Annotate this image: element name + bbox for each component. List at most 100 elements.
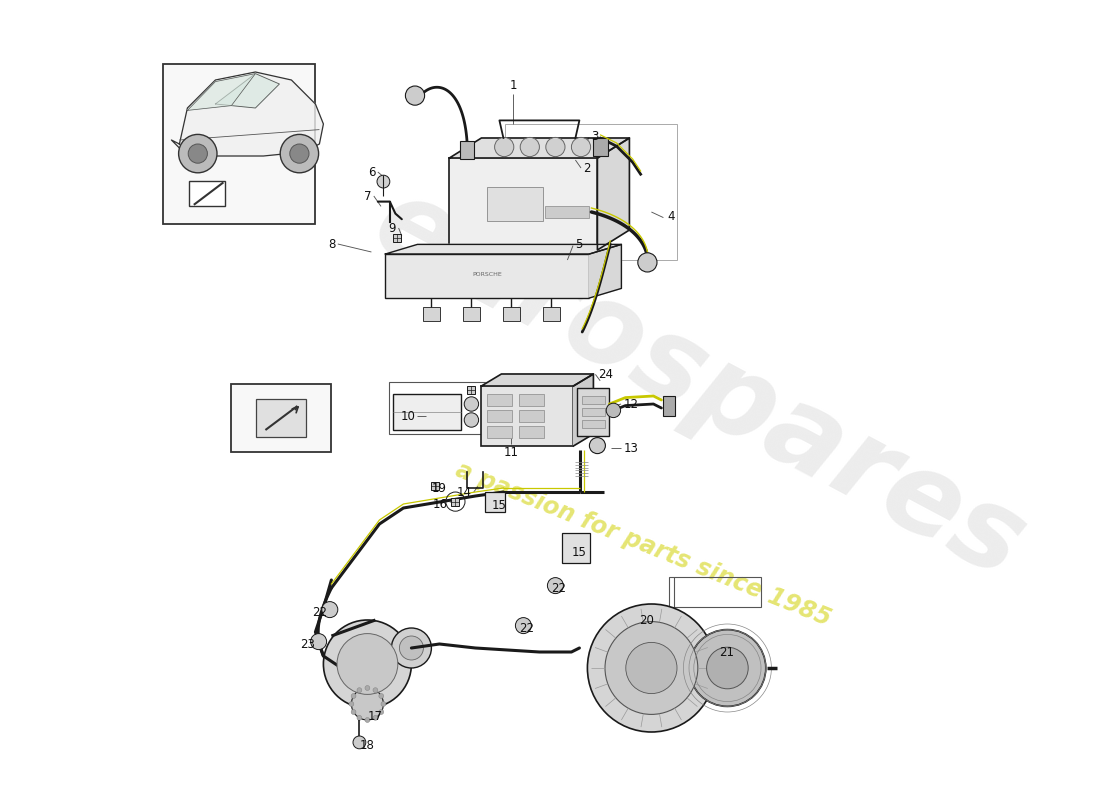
Bar	[393, 234, 402, 242]
Circle shape	[548, 578, 563, 594]
Text: 22: 22	[312, 606, 328, 618]
Polygon shape	[597, 138, 629, 250]
Circle shape	[323, 620, 411, 708]
Circle shape	[399, 636, 424, 660]
Bar	[451, 498, 460, 506]
Polygon shape	[172, 72, 323, 156]
Bar	[670, 577, 761, 607]
Bar	[663, 397, 675, 416]
Circle shape	[406, 86, 425, 105]
Bar	[505, 124, 678, 260]
Circle shape	[358, 715, 362, 720]
Circle shape	[373, 715, 377, 720]
Bar	[518, 410, 544, 422]
Text: eurospares: eurospares	[355, 166, 1043, 602]
Text: a passion for parts since 1985: a passion for parts since 1985	[452, 458, 835, 630]
Bar	[486, 426, 513, 438]
Text: 19: 19	[431, 482, 447, 494]
Circle shape	[351, 688, 384, 720]
Circle shape	[516, 618, 531, 634]
Text: 24: 24	[597, 368, 613, 381]
Bar	[482, 386, 573, 446]
Circle shape	[638, 253, 657, 272]
Circle shape	[378, 710, 384, 714]
Circle shape	[349, 702, 354, 706]
Polygon shape	[450, 138, 629, 158]
Circle shape	[464, 413, 478, 427]
Bar	[460, 141, 474, 158]
Circle shape	[310, 634, 327, 650]
Text: 10: 10	[400, 410, 416, 422]
Circle shape	[337, 634, 398, 694]
Text: 11: 11	[504, 446, 519, 458]
Text: 13: 13	[624, 442, 638, 454]
Bar	[189, 181, 226, 206]
Circle shape	[358, 688, 362, 693]
Text: 20: 20	[639, 614, 654, 626]
Bar	[450, 158, 597, 250]
Polygon shape	[187, 74, 255, 110]
Circle shape	[571, 138, 591, 157]
Text: 5: 5	[575, 238, 583, 250]
Bar	[487, 187, 543, 221]
Circle shape	[322, 602, 338, 618]
Bar	[385, 254, 590, 298]
Circle shape	[188, 144, 208, 163]
Bar	[562, 533, 591, 563]
Circle shape	[351, 710, 356, 714]
Bar	[518, 426, 544, 438]
Text: 17: 17	[367, 710, 383, 722]
Circle shape	[289, 144, 309, 163]
Circle shape	[464, 397, 478, 411]
Bar	[578, 388, 609, 436]
Text: 12: 12	[624, 398, 638, 410]
Circle shape	[587, 604, 715, 732]
Bar	[485, 493, 505, 513]
Bar	[164, 64, 316, 224]
Circle shape	[365, 718, 370, 722]
Bar	[468, 386, 475, 394]
Bar	[463, 306, 481, 321]
Text: 9: 9	[388, 222, 395, 234]
Text: 23: 23	[300, 638, 316, 650]
Circle shape	[606, 403, 620, 418]
Text: 2: 2	[583, 162, 591, 174]
Bar	[256, 399, 307, 437]
Polygon shape	[573, 374, 593, 446]
Bar	[582, 396, 605, 404]
Circle shape	[378, 694, 384, 698]
Polygon shape	[385, 245, 622, 254]
Text: 3: 3	[592, 130, 598, 142]
Circle shape	[351, 694, 356, 698]
Bar	[486, 394, 513, 406]
Bar	[389, 382, 514, 434]
Circle shape	[373, 688, 377, 693]
Text: 18: 18	[360, 739, 374, 752]
Text: PORSCHE: PORSCHE	[473, 272, 503, 277]
Bar	[394, 394, 461, 430]
Circle shape	[495, 138, 514, 157]
Bar	[542, 306, 560, 321]
Circle shape	[546, 138, 565, 157]
Polygon shape	[216, 74, 279, 108]
Bar	[582, 420, 605, 428]
Circle shape	[178, 134, 217, 173]
Circle shape	[377, 175, 389, 188]
Bar	[582, 408, 605, 416]
Text: 22: 22	[519, 622, 535, 634]
Circle shape	[520, 138, 539, 157]
Bar	[231, 384, 331, 452]
Text: 6: 6	[367, 166, 375, 178]
Circle shape	[353, 736, 366, 749]
Bar	[422, 306, 440, 321]
Circle shape	[626, 642, 676, 694]
Circle shape	[381, 702, 386, 706]
Text: 7: 7	[364, 190, 372, 202]
Text: 14: 14	[456, 486, 472, 498]
Circle shape	[590, 438, 605, 454]
Bar	[518, 394, 544, 406]
Circle shape	[280, 134, 319, 173]
Circle shape	[706, 647, 748, 689]
Text: 8: 8	[328, 238, 336, 250]
Text: 21: 21	[719, 646, 735, 658]
